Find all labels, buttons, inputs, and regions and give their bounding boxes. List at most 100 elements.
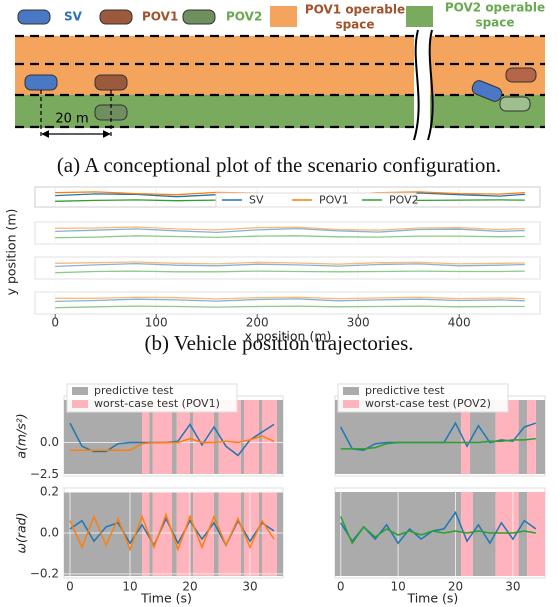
- y-axis-label: ω(rad): [14, 513, 29, 554]
- shaded-interval: [495, 400, 519, 474]
- legend-swatch: [72, 387, 88, 395]
- series-line: [55, 262, 525, 268]
- x-axis-label: x position (m): [245, 329, 332, 344]
- shaded-interval: [218, 400, 241, 474]
- legend-label: SV: [64, 10, 83, 24]
- trajectory-panel: [34, 291, 541, 315]
- time-chart: −2.5 0.0 a(m/s²) predictive testworst-case …: [14, 383, 284, 481]
- series-line: [55, 298, 525, 303]
- shaded-interval: [214, 492, 219, 576]
- shaded-interval: [461, 492, 473, 576]
- legend-swatch: [72, 400, 88, 408]
- shaded-interval: [259, 492, 262, 576]
- shaded-interval: [149, 492, 153, 576]
- series-line: [55, 270, 525, 274]
- shaded-interval: [149, 400, 153, 474]
- y-axis-label: a(m/s²): [14, 413, 29, 458]
- legend-box: [66, 383, 238, 413]
- shaded-interval: [142, 492, 150, 576]
- panel-frame: [34, 256, 541, 280]
- legend-label: predictive test: [94, 384, 174, 397]
- trajectory-panel: [34, 256, 541, 280]
- legend-label: worst-case test (POV1): [94, 397, 220, 410]
- legend-label: POV1: [142, 10, 178, 24]
- shaded-interval: [152, 492, 172, 576]
- lane-lines: [15, 34, 545, 129]
- legend-label: POV1: [319, 194, 349, 207]
- x-axis-label: Time (s): [140, 591, 192, 606]
- x-tick-label: 10: [122, 580, 137, 594]
- shaded-interval: [244, 492, 259, 576]
- shaded-interval: [461, 400, 470, 474]
- x-tick-label: 0: [66, 580, 74, 594]
- legend-label: SV: [249, 194, 264, 207]
- caption: (b) Vehicle position trajectories.: [144, 331, 413, 355]
- shaded-interval: [142, 400, 150, 474]
- shaded-interval: [495, 492, 519, 576]
- x-tick-label: 0: [337, 580, 345, 594]
- x-tick-label: 20: [182, 580, 197, 594]
- legend-swatch: [406, 6, 433, 27]
- trajectory-chart: 0 100 200 300 400 x position (m) y position (m…: [4, 186, 541, 344]
- scenario-diagram: 20 m SV POV1 POV2 POV1 operable space PO…: [15, 1, 545, 141]
- trajectory-panel: [34, 221, 541, 245]
- panel-frame: [34, 291, 541, 315]
- y-tick-label: 0.2: [40, 485, 59, 499]
- series-line: [340, 516, 536, 545]
- y-axis-label: y position (m): [4, 209, 19, 296]
- series-line: [55, 305, 525, 309]
- shaded-interval: [218, 492, 241, 576]
- series-line: [55, 235, 525, 239]
- series-line: [70, 435, 275, 451]
- time-chart: 0 10 20 30 Time (s): [334, 487, 546, 606]
- series-line: [55, 296, 525, 300]
- legend-label: space: [475, 16, 514, 30]
- panel-frame: [34, 221, 541, 245]
- legend-label: POV2 operable: [445, 1, 545, 15]
- legend-box: [337, 383, 509, 413]
- legend-label: space: [335, 18, 374, 32]
- caption: (a) A conceptional plot of the scenario …: [57, 153, 501, 177]
- y-tick-label: −0.2: [30, 566, 59, 580]
- x-tick-label: 300: [347, 316, 370, 330]
- series-line: [69, 512, 275, 552]
- x-tick-label: 400: [448, 316, 471, 330]
- y-tick-label: 0.0: [40, 435, 59, 449]
- shaded-interval: [527, 492, 545, 576]
- shaded-interval: [172, 492, 177, 576]
- shaded-interval: [190, 492, 193, 576]
- shaded-interval: [172, 400, 177, 474]
- series-line: [55, 227, 525, 234]
- shaded-interval: [241, 400, 244, 474]
- shaded-interval: [241, 492, 244, 576]
- time-chart: −0.2 0.0 0.2 0 10 20 30 ω(rad) Time (s): [14, 485, 284, 606]
- series-line: [340, 510, 537, 545]
- x-tick-label: 20: [448, 580, 463, 594]
- x-tick-label: 200: [246, 316, 269, 330]
- shaded-interval: [527, 400, 536, 474]
- x-tick-label: 10: [390, 580, 405, 594]
- x-tick-label: 30: [505, 580, 520, 594]
- series-line: [55, 226, 525, 231]
- y-tick-label: −2.5: [30, 467, 59, 481]
- legend-label: predictive test: [365, 384, 445, 397]
- legend-label: POV1 operable: [305, 3, 405, 17]
- distance-guides: [40, 90, 112, 138]
- shaded-interval: [277, 492, 283, 576]
- shaded-interval: [277, 400, 283, 474]
- shaded-interval: [193, 492, 214, 576]
- legend-swatch: [343, 400, 359, 408]
- pov1-space: [15, 36, 545, 95]
- distance-label: 20 m: [55, 112, 88, 127]
- shaded-interval: [262, 492, 277, 576]
- x-tick-label: 30: [242, 580, 257, 594]
- break-marks: [413, 29, 434, 141]
- legend-swatch: [343, 387, 359, 395]
- series-line: [340, 437, 536, 450]
- shaded-interval: [518, 400, 528, 474]
- shaded-interval: [214, 400, 219, 474]
- series-line: [55, 261, 525, 265]
